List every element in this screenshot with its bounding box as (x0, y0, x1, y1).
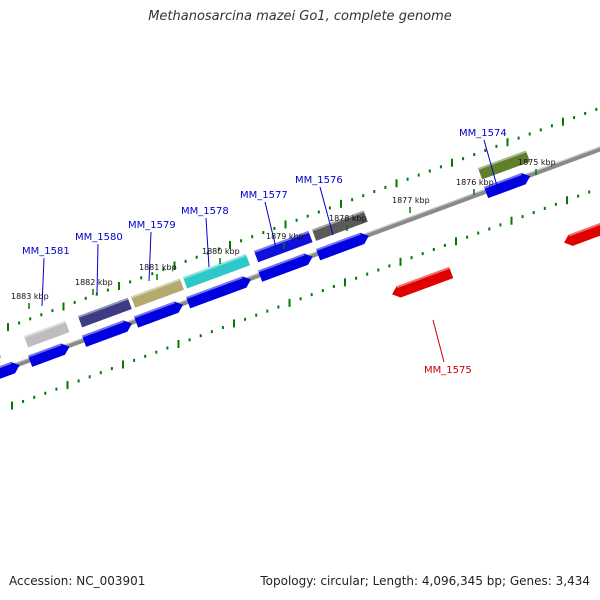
forward-gene-arrow (134, 301, 183, 328)
scale-label: 1883 kbp (11, 292, 49, 301)
gene-leader-line (205, 217, 210, 268)
reverse-gene-arrow (564, 219, 600, 246)
scale-label: 1881 kbp (139, 263, 177, 272)
forward-gene-arrow (316, 232, 369, 261)
accession-text: Accession: NC_003901 (9, 574, 146, 588)
scale-labels: 1883 kbp 1882 kbp 1881 kbp 1880 kbp 1879 kbp… (11, 158, 556, 309)
scale-label: 1882 kbp (75, 278, 113, 287)
gene-label: MM_1574 (459, 128, 507, 139)
map-title: Methanosarcina mazei Go1, complete genom… (148, 9, 452, 24)
gene-leader-line (319, 186, 334, 236)
feature-block (312, 210, 368, 241)
gene-arrows (0, 173, 600, 385)
feature-block (78, 297, 132, 328)
gene-label: MM_1580 (75, 232, 123, 243)
feature-block (24, 320, 70, 348)
scale-label: 1876 kbp (456, 178, 494, 187)
gene-leader-line (432, 319, 445, 363)
gene-leader-line (96, 243, 99, 295)
feature-block (478, 150, 530, 180)
feature-block (183, 254, 251, 289)
forward-gene-arrow (258, 253, 313, 282)
scale-label: 1875 kbp (518, 158, 556, 167)
feature-block (131, 278, 184, 308)
scale-label: 1878 kbp (329, 214, 367, 223)
gene-label: MM_1576 (295, 175, 343, 186)
inner-scale-ticks (11, 190, 591, 410)
scale-label: 1877 kbp (392, 196, 430, 205)
scale-label: 1879 kbp (266, 232, 304, 241)
forward-gene-arrow (28, 343, 70, 367)
reverse-gene-arrow (392, 266, 454, 298)
gene-label: MM_1577 (240, 190, 288, 201)
gene-label: MM_1575 (424, 365, 472, 376)
gene-leader-line (148, 231, 152, 282)
gene-leader-line (41, 257, 45, 307)
forward-gene-arrow (484, 173, 531, 199)
gene-label: MM_1578 (181, 206, 229, 217)
outer-scale-ticks (7, 107, 598, 332)
scale-label: 1880 kbp (202, 247, 240, 256)
gene-label: MM_1581 (22, 246, 70, 257)
feature-block (0, 346, 2, 364)
gene-label-leaders (41, 139, 498, 363)
gene-label: MM_1579 (128, 220, 176, 231)
genome-summary-text: Topology: circular; Length: 4,096,345 bp… (260, 574, 590, 588)
gene-leader-line (264, 201, 277, 249)
forward-gene-arrow (82, 320, 132, 347)
gene-leader-line (483, 139, 498, 187)
forward-gene-arrow (186, 276, 251, 309)
gene-labels: MM_1581 MM_1580 MM_1579 MM_1578 MM_1577 MM_15… (22, 128, 507, 376)
feature-blocks (0, 150, 530, 364)
forward-gene-arrow (0, 361, 20, 385)
